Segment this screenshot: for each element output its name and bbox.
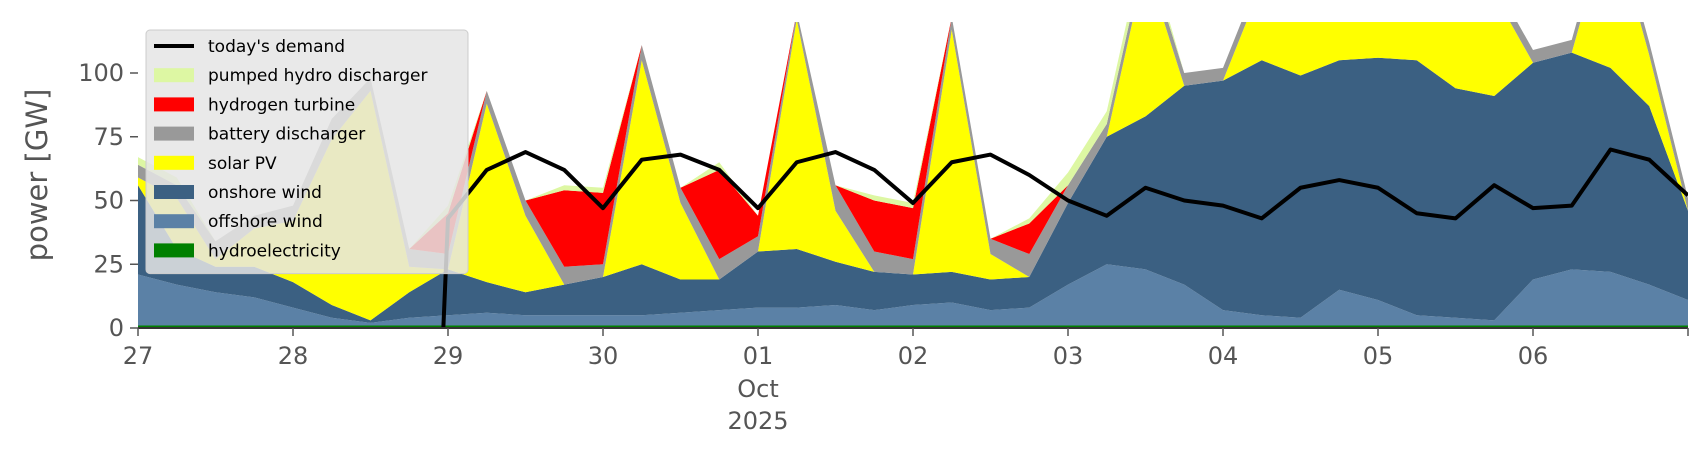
y-tick-label: 75 (93, 123, 124, 151)
area-solar-PV (138, 22, 1688, 321)
y-tick-label: 25 (93, 250, 124, 278)
x-tick-label: 04 (1208, 342, 1239, 370)
legend: today's demand pumped hydro discharger hyd… (145, 29, 469, 275)
x-tick-label: 03 (1053, 342, 1084, 370)
x-tick-label: 01 (743, 342, 774, 370)
x-tick-label: 05 (1363, 342, 1394, 370)
legend-label: onshore wind (208, 183, 322, 203)
y-axis-title: power [GW] (20, 89, 54, 262)
x-secondary-label: 2025 (727, 407, 788, 435)
legend-swatch (154, 214, 194, 229)
x-tick-label: 29 (433, 342, 464, 370)
legend-label: hydrogen turbine (208, 95, 355, 115)
legend-swatch (154, 155, 194, 170)
legend-label: offshore wind (208, 212, 323, 232)
x-tick-label: 06 (1518, 342, 1549, 370)
area-offshore-wind (138, 264, 1688, 326)
x-tick-label: 28 (278, 342, 309, 370)
x-secondary-label: Oct (737, 375, 779, 403)
legend-swatch (154, 68, 194, 83)
legend-label: battery discharger (208, 125, 365, 145)
y-tick-label: 0 (109, 314, 124, 342)
x-tick-label: 27 (123, 342, 154, 370)
legend-swatch (154, 97, 194, 112)
demand-line-group (441, 147, 1688, 328)
legend-label: pumped hydro discharger (208, 66, 427, 86)
y-tick-label: 100 (78, 59, 124, 87)
legend-label: hydroelectricity (208, 241, 341, 261)
legend-label: today's demand (208, 37, 345, 57)
area-onshore-wind (138, 52, 1688, 323)
legend-swatch (154, 126, 194, 141)
x-tick-label: 30 (588, 342, 619, 370)
axes: 0 25 50 75 100 27 28 29 30 01 02 03 04 05 06 Oct 2025 (78, 59, 1689, 435)
area-hydrogen-turbine (138, 22, 1688, 267)
x-tick-label: 02 (898, 342, 929, 370)
y-tick-label: 50 (93, 187, 124, 215)
legend-label: solar PV (208, 154, 277, 174)
legend-swatch (154, 243, 194, 258)
legend-box (145, 29, 469, 275)
legend-swatch (154, 185, 194, 199)
demand-line (441, 147, 1688, 328)
